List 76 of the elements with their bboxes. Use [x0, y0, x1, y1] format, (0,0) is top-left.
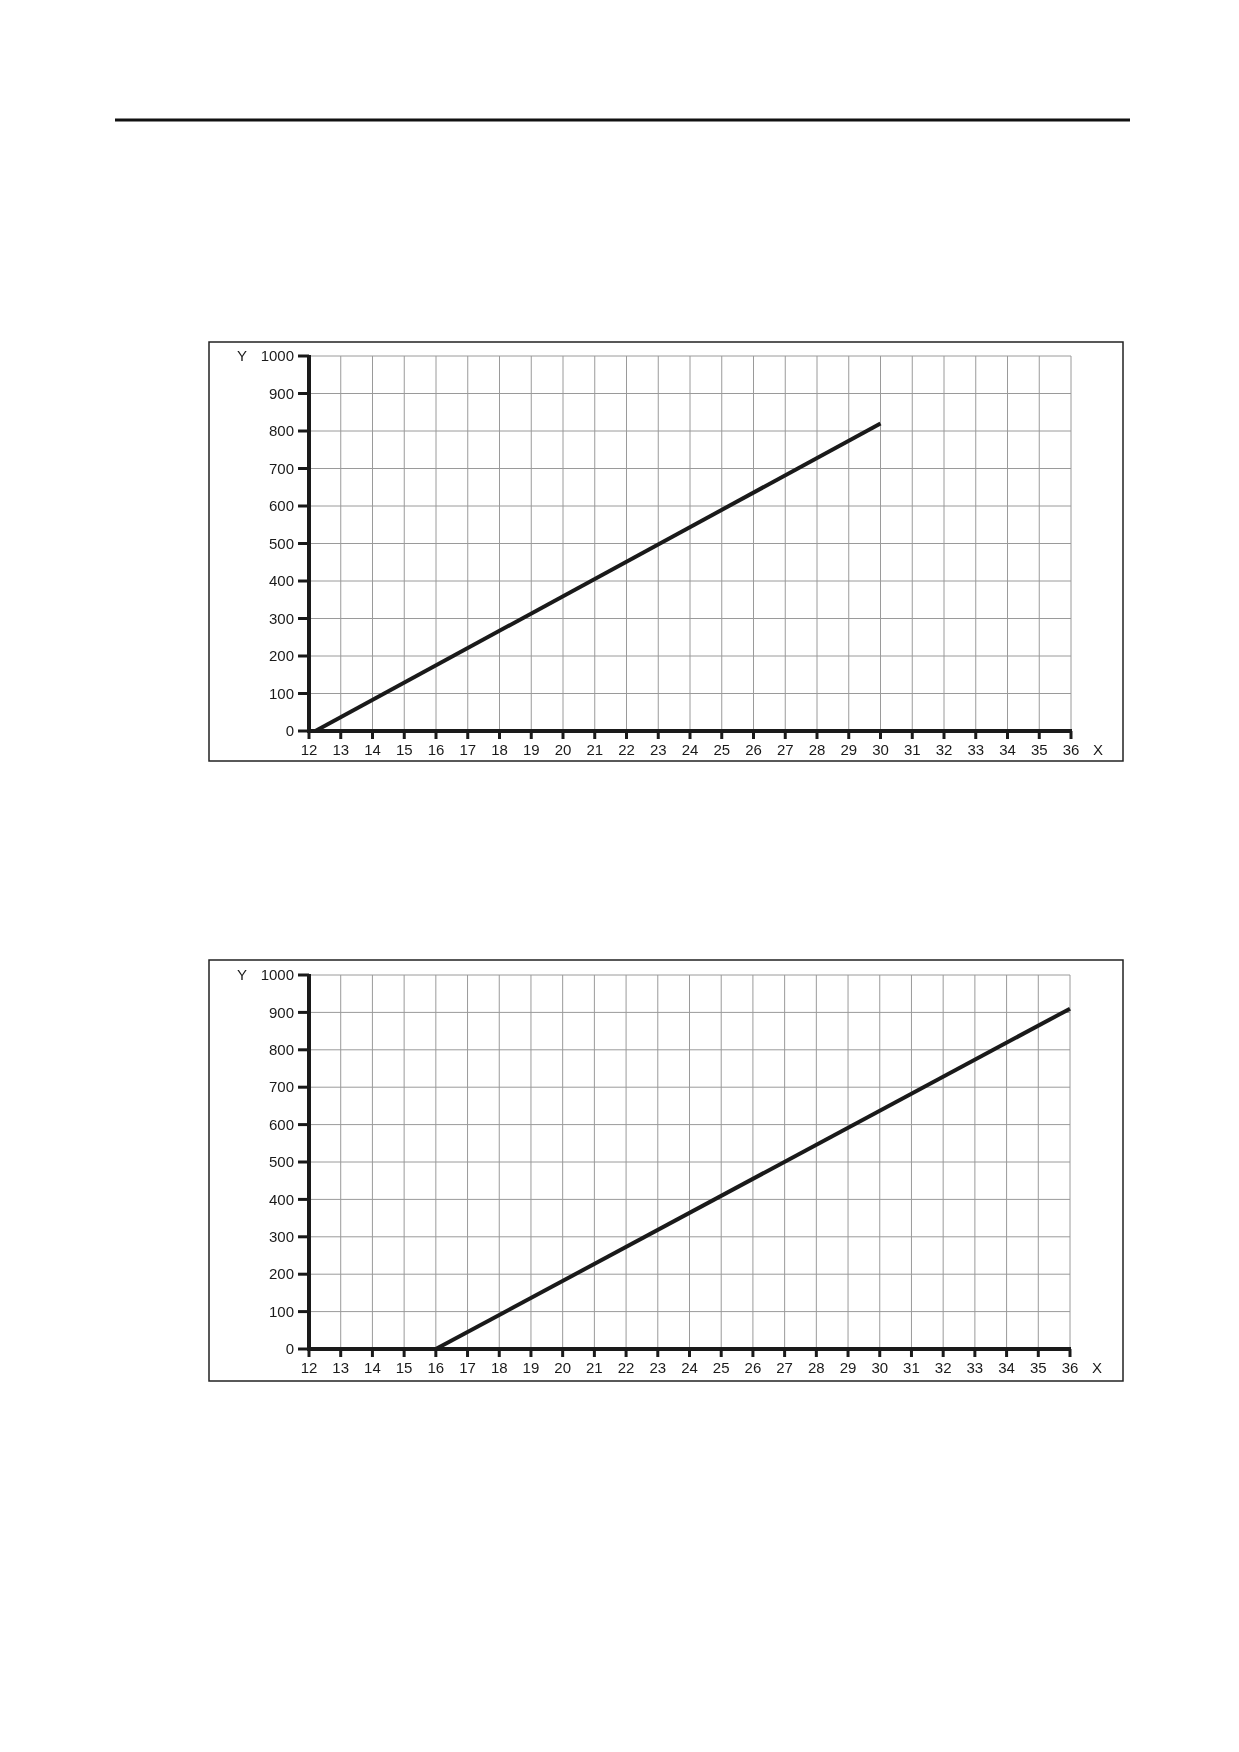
x-tick-label: 16 [427, 741, 445, 758]
x-tick-label: 32 [934, 1359, 952, 1376]
x-tick-label: 12 [300, 1359, 318, 1376]
x-axis-title: X [1091, 1359, 1103, 1376]
x-tick-label: 34 [998, 1359, 1015, 1376]
x-axis-title: X [1092, 741, 1104, 758]
x-tick-label: 19 [522, 741, 540, 758]
x-tick-label: 20 [554, 741, 572, 758]
x-tick-label: 17 [459, 1359, 476, 1376]
y-tick-label: 700 [268, 1078, 294, 1096]
x-tick-label: 24 [681, 1359, 698, 1376]
x-tick-label: 13 [332, 741, 350, 758]
x-tick-label: 22 [617, 1359, 635, 1376]
y-tick-label: 900 [268, 384, 294, 402]
x-tick-label: 29 [840, 741, 858, 758]
x-tick-label: 23 [649, 1359, 667, 1376]
y-tick-label: 200 [268, 1265, 294, 1283]
y-tick-label: 1000 [260, 966, 294, 984]
y-tick-label: 900 [268, 1003, 294, 1021]
y-tick-label: 100 [268, 684, 294, 702]
x-tick-label: 26 [744, 1359, 762, 1376]
y-tick-label: 300 [268, 609, 294, 627]
y-tick-label: 400 [268, 572, 294, 590]
y-tick-label: 600 [268, 497, 294, 515]
x-tick-label: 17 [459, 741, 477, 758]
y-tick-label: 1000 [260, 347, 294, 365]
x-tick-label: 24 [681, 741, 699, 758]
x-tick-label: 30 [872, 741, 889, 758]
x-tick-label: 12 [300, 741, 318, 758]
x-tick-label: 25 [712, 1359, 730, 1376]
y-tick-label: 0 [285, 1340, 294, 1358]
y-tick-label: 200 [268, 647, 294, 665]
y-tick-label: 100 [268, 1302, 294, 1320]
x-tick-label: 25 [713, 741, 731, 758]
x-tick-label: 22 [618, 741, 635, 758]
x-tick-label: 15 [395, 741, 413, 758]
x-tick-label: 27 [776, 1359, 793, 1376]
x-tick-label: 18 [490, 1359, 508, 1376]
y-axis-title: Y [236, 966, 248, 984]
y-tick-label: 500 [268, 1153, 294, 1171]
y-tick-label: 500 [268, 534, 294, 552]
x-tick-label: 35 [1029, 1359, 1047, 1376]
y-tick-label: 400 [268, 1190, 294, 1208]
x-tick-label: 23 [649, 741, 667, 758]
x-tick-label: 35 [1030, 741, 1048, 758]
x-tick-label: 28 [807, 1359, 825, 1376]
x-tick-label: 31 [903, 741, 921, 758]
y-axis-title: Y [236, 347, 248, 365]
x-tick-label: 14 [364, 1359, 381, 1376]
x-tick-label: 19 [522, 1359, 540, 1376]
y-tick-label: 300 [268, 1228, 294, 1246]
x-tick-label: 21 [586, 741, 604, 758]
x-tick-label: 21 [586, 1359, 603, 1376]
y-tick-label: 0 [285, 722, 294, 740]
x-tick-label: 28 [808, 741, 826, 758]
x-tick-label: 29 [839, 1359, 857, 1376]
x-tick-label: 33 [966, 1359, 984, 1376]
x-tick-label: 36 [1062, 741, 1080, 758]
y-tick-label: 800 [268, 422, 294, 440]
x-tick-label: 15 [395, 1359, 413, 1376]
x-tick-label: 16 [427, 1359, 445, 1376]
x-tick-label: 31 [903, 1359, 920, 1376]
y-tick-label: 800 [268, 1041, 294, 1059]
x-tick-label: 27 [776, 741, 794, 758]
x-tick-label: 32 [935, 741, 953, 758]
x-tick-label: 30 [871, 1359, 889, 1376]
x-tick-label: 26 [745, 741, 762, 758]
x-tick-label: 13 [332, 1359, 350, 1376]
x-tick-label: 14 [364, 741, 381, 758]
x-tick-label: 33 [967, 741, 985, 758]
x-tick-label: 34 [999, 741, 1016, 758]
x-tick-label: 36 [1061, 1359, 1079, 1376]
x-tick-label: 18 [491, 741, 508, 758]
y-tick-label: 600 [268, 1115, 294, 1133]
y-tick-label: 700 [268, 459, 294, 477]
x-tick-label: 20 [554, 1359, 572, 1376]
